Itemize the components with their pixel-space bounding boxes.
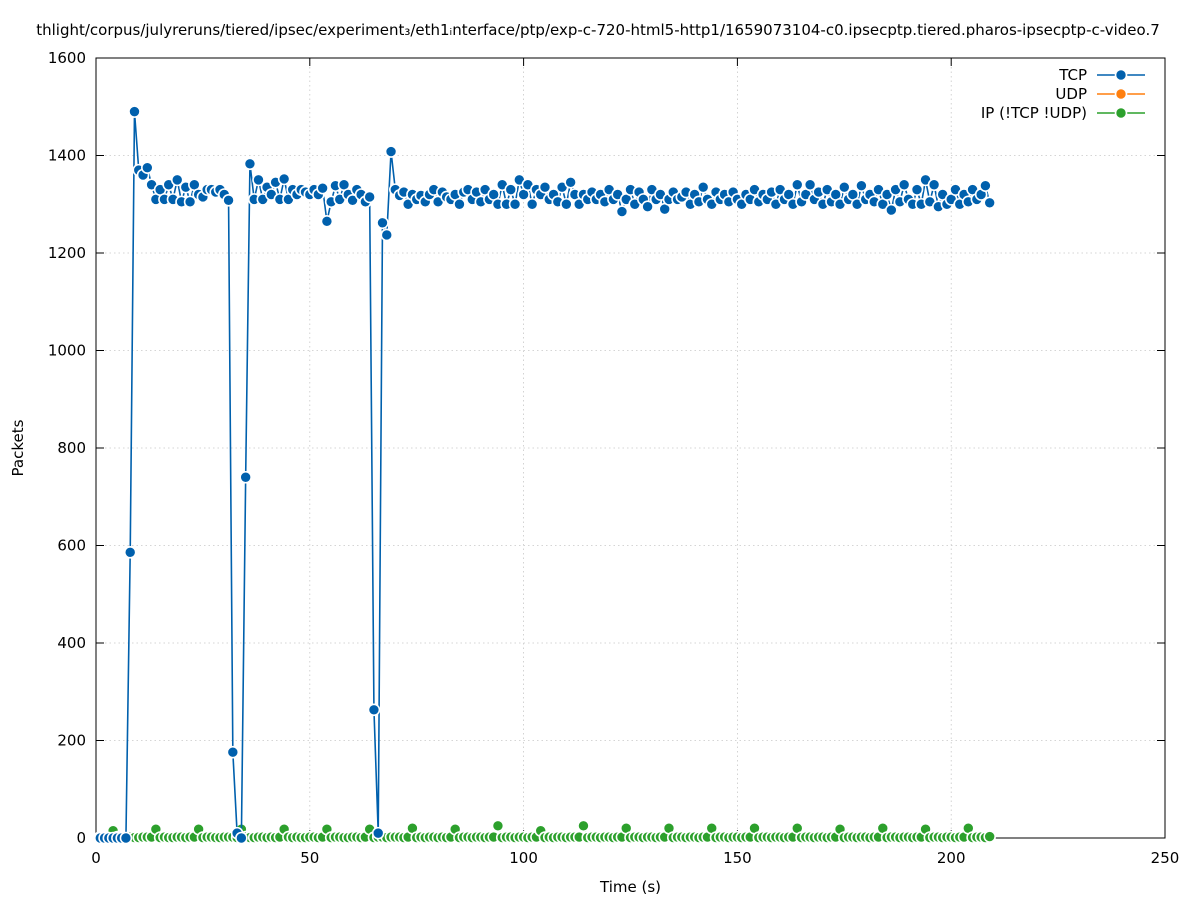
legend-marker	[1114, 68, 1128, 82]
data-point	[371, 826, 385, 840]
data-point	[367, 703, 381, 717]
y-tick-label: 400	[57, 634, 86, 652]
data-point	[376, 216, 389, 230]
series-0	[93, 105, 996, 845]
data-point	[696, 180, 710, 194]
series-2	[93, 819, 996, 844]
data-point	[885, 203, 898, 217]
data-point	[170, 173, 184, 187]
legend-marker	[1114, 106, 1128, 120]
data-point	[222, 194, 235, 207]
y-tick-label: 200	[57, 732, 86, 750]
data-point	[453, 197, 466, 211]
data-point	[380, 228, 394, 242]
data-point	[128, 105, 141, 118]
data-point	[910, 183, 924, 196]
data-point	[320, 215, 334, 228]
data-point	[183, 195, 197, 209]
legend-marker	[1114, 87, 1128, 101]
data-point	[897, 178, 911, 192]
data-point	[983, 196, 996, 210]
data-point	[491, 819, 505, 833]
data-point	[641, 200, 654, 213]
data-point	[252, 173, 265, 187]
data-point	[239, 470, 252, 484]
data-point	[927, 178, 941, 192]
data-point	[538, 180, 552, 194]
chart-title: thlight/corpus/julyreruns/tiered/ipsec/e…	[36, 21, 1160, 39]
data-point	[346, 194, 359, 207]
data-point	[363, 190, 376, 204]
data-point	[564, 176, 577, 189]
data-point	[577, 819, 590, 833]
axis-tick-labels: 0 50 100 150 200 250 0 200 400 600 800 1000 1200 1400…	[48, 49, 1180, 867]
data-point	[855, 179, 868, 193]
y-tick-label: 1400	[48, 147, 86, 165]
data-point	[508, 197, 522, 211]
legend-label: UDP	[1055, 85, 1087, 103]
y-tick-label: 1000	[48, 342, 86, 360]
legend-label: TCP	[1058, 66, 1087, 84]
data-point	[803, 178, 817, 192]
x-tick-label: 200	[937, 849, 966, 867]
data-point	[560, 197, 573, 211]
data-point	[979, 179, 992, 193]
data-point	[119, 831, 133, 845]
y-tick-label: 1600	[48, 49, 86, 67]
x-tick-label: 150	[723, 849, 752, 867]
data-point	[615, 205, 629, 218]
data-point	[504, 183, 518, 196]
x-axis-title: Time (s)	[599, 878, 661, 896]
data-point	[123, 546, 137, 559]
data-point	[790, 178, 804, 192]
y-axis-title: Packets	[9, 419, 27, 476]
series-line	[100, 111, 991, 841]
legend-label: IP (!TCP !UDP)	[981, 104, 1087, 122]
y-tick-label: 600	[57, 537, 86, 555]
data-point	[525, 197, 539, 211]
data-point	[235, 831, 248, 845]
data-point	[837, 180, 851, 194]
data-point	[277, 172, 291, 186]
x-tick-label: 0	[91, 849, 101, 867]
data-point	[141, 161, 154, 174]
x-tick-label: 250	[1151, 849, 1180, 867]
x-tick-label: 100	[509, 849, 538, 867]
data-point	[983, 830, 996, 843]
y-tick-label: 0	[76, 829, 86, 847]
x-tick-label: 50	[300, 849, 319, 867]
series-layer	[93, 105, 996, 845]
data-point	[226, 745, 240, 759]
data-point	[384, 145, 398, 158]
y-tick-label: 1200	[48, 244, 86, 262]
data-point	[243, 157, 257, 171]
y-tick-label: 800	[57, 439, 86, 457]
data-point	[316, 181, 329, 195]
